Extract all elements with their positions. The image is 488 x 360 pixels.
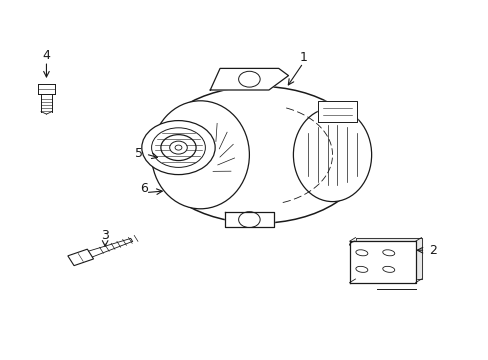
Polygon shape <box>376 285 421 289</box>
Ellipse shape <box>151 101 249 209</box>
Text: 5: 5 <box>135 147 143 159</box>
Polygon shape <box>210 68 288 90</box>
Text: 6: 6 <box>140 183 148 195</box>
Text: 4: 4 <box>42 49 50 62</box>
Circle shape <box>142 121 215 175</box>
Polygon shape <box>355 238 421 279</box>
Polygon shape <box>317 101 356 122</box>
Ellipse shape <box>293 108 371 202</box>
Text: 1: 1 <box>299 51 306 64</box>
Polygon shape <box>349 241 415 283</box>
Ellipse shape <box>151 86 366 223</box>
Circle shape <box>151 128 205 167</box>
Circle shape <box>169 141 187 154</box>
Polygon shape <box>224 212 273 227</box>
Text: 2: 2 <box>428 244 436 257</box>
Circle shape <box>161 135 196 161</box>
Text: 3: 3 <box>101 229 109 242</box>
